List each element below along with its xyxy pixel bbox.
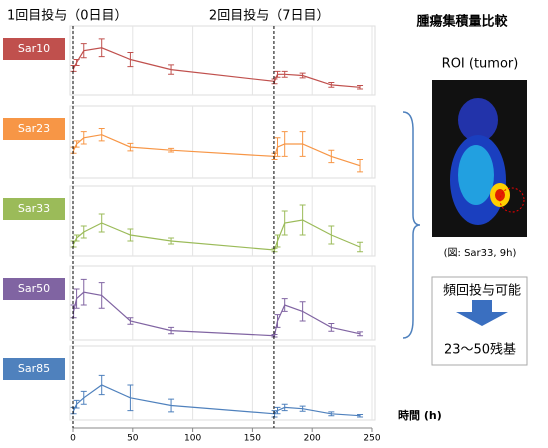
series-label: Sar33 [18,202,50,215]
x-tick-label: 100 [184,434,201,444]
series-label: Sar50 [18,282,50,295]
summary-bottom: 23～50残基 [444,343,516,358]
x-tick-label: 50 [127,434,139,444]
series-label: Sar10 [18,42,50,55]
x-axis-label: 時間 (h) [398,408,442,422]
side-title: 腫瘍集積量比較 [416,14,508,30]
series-label: Sar85 [18,362,50,375]
summary-top: 頻回投与可能 [443,283,521,299]
x-tick-label: 0 [70,434,76,444]
figure: 腫瘍集積量比較 ROI (tumor) (図: Sar33, 9h) 頻回投与可… [0,0,548,444]
roi-label: ROI (tumor) [442,57,519,72]
x-tick-label: 150 [244,434,261,444]
dose-label: 2回目投与（7日目） [209,8,330,24]
x-tick-label: 250 [363,434,380,444]
mouse-image [432,80,527,237]
dose-label: 1回目投与（0日目） [7,8,128,24]
series-label: Sar23 [18,122,50,135]
x-tick-label: 200 [304,434,321,444]
image-caption: (図: Sar33, 9h) [444,247,517,259]
